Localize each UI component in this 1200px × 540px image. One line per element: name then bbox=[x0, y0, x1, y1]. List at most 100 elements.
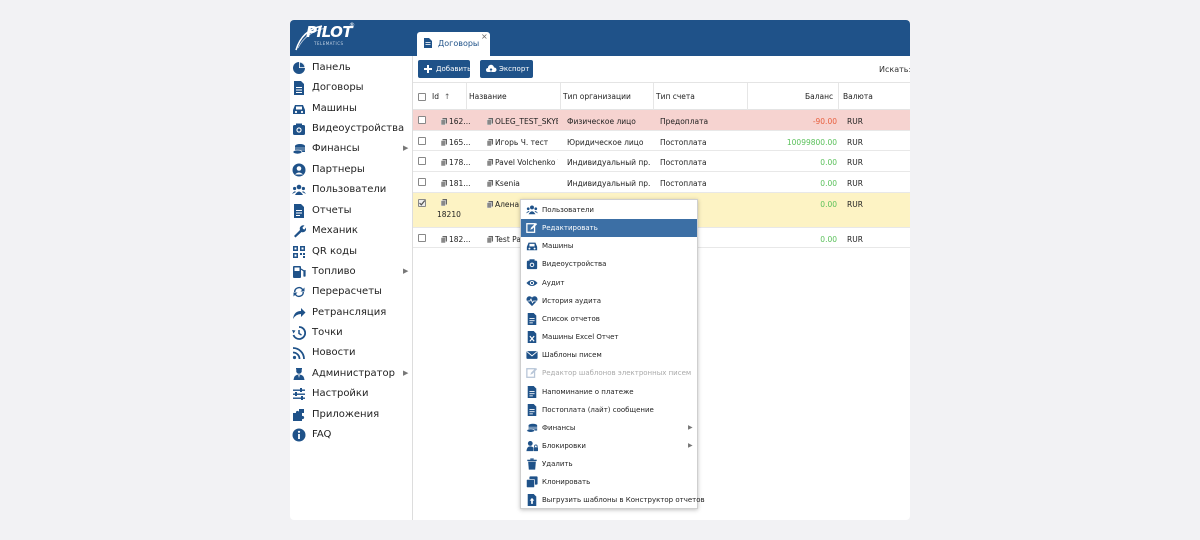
sidebar-item-12[interactable]: Ретрансляция bbox=[290, 304, 413, 324]
sidebar-item-8[interactable]: Механик bbox=[290, 222, 413, 242]
row-checkbox[interactable] bbox=[418, 157, 426, 165]
context-menu-label: Видеоустройства bbox=[542, 260, 607, 269]
copy-icon[interactable] bbox=[441, 199, 447, 206]
row-org-type: Индивидуальный пр... bbox=[567, 179, 650, 188]
context-menu-item-8[interactable]: Шаблоны писем bbox=[521, 346, 697, 364]
pie-chart-icon bbox=[293, 62, 305, 74]
sidebar-item-label: Перерасчеты bbox=[312, 286, 382, 297]
select-all-checkbox[interactable] bbox=[418, 93, 426, 101]
copy-icon[interactable] bbox=[487, 201, 493, 208]
row-checkbox[interactable] bbox=[418, 199, 426, 207]
sidebar-item-label: Новости bbox=[312, 347, 356, 358]
sidebar-item-9[interactable]: QR коды bbox=[290, 243, 413, 263]
context-menu-label: Машины bbox=[542, 242, 574, 251]
context-menu-item-5[interactable]: История аудита bbox=[521, 292, 697, 310]
puzzle-icon bbox=[293, 409, 305, 421]
sidebar-item-label: Машины bbox=[312, 103, 357, 114]
tab-contracts[interactable]: Договоры × bbox=[417, 32, 490, 56]
row-checkbox[interactable] bbox=[418, 137, 426, 145]
add-button-label: Добавить bbox=[436, 65, 472, 73]
sidebar-item-label: Договоры bbox=[312, 82, 364, 93]
share-arrow-icon bbox=[293, 308, 306, 319]
context-menu-item-15[interactable]: Клонировать bbox=[521, 473, 697, 491]
copy-icon[interactable] bbox=[441, 159, 447, 166]
sidebar-item-1[interactable]: Договоры bbox=[290, 79, 413, 99]
sidebar-item-label: Администратор bbox=[312, 368, 395, 379]
sidebar-item-15[interactable]: Администратор ▶ bbox=[290, 365, 413, 385]
context-menu-item-6[interactable]: Список отчетов bbox=[521, 310, 697, 328]
row-name: Игорь Ч. тест bbox=[495, 138, 549, 147]
column-header-id[interactable]: Id bbox=[432, 92, 439, 101]
table-row[interactable]: 178... Pavel Volchenko T... Индивидуальный… bbox=[413, 151, 910, 172]
row-org-type: Физическое лицо bbox=[567, 117, 636, 126]
table-row[interactable]: 162... OLEG_TEST_SKYEL Физическое лицо Пред… bbox=[413, 110, 910, 131]
row-balance: 0.00 bbox=[820, 179, 837, 188]
sidebar-item-0[interactable]: Панель bbox=[290, 59, 413, 79]
rss-icon bbox=[292, 347, 305, 360]
copy-icon[interactable] bbox=[487, 180, 493, 187]
copy-icon[interactable] bbox=[487, 139, 493, 146]
sidebar-item-label: Отчеты bbox=[312, 205, 352, 216]
table-header: Id ↑ Название Тип организации Тип счета … bbox=[413, 82, 910, 110]
sidebar-item-16[interactable]: Настройки bbox=[290, 385, 413, 405]
tab-close-icon[interactable]: × bbox=[481, 32, 488, 41]
copy-icon[interactable] bbox=[441, 139, 447, 146]
context-menu-item-2[interactable]: Машины bbox=[521, 237, 697, 255]
context-menu-item-11[interactable]: Постоплата (лайт) сообщение bbox=[521, 401, 697, 419]
context-menu-label: Список отчетов bbox=[542, 314, 600, 323]
column-header-org-type[interactable]: Тип организации bbox=[563, 92, 631, 101]
sidebar-item-14[interactable]: Новости bbox=[290, 344, 413, 364]
sidebar-item-6[interactable]: Пользователи bbox=[290, 181, 413, 201]
sidebar-item-2[interactable]: Машины bbox=[290, 100, 413, 120]
context-menu-label: Клонировать bbox=[542, 478, 591, 487]
context-menu-item-7[interactable]: Машины Excel Отчет bbox=[521, 328, 697, 346]
sidebar-item-label: Панель bbox=[312, 62, 351, 73]
logo-subtitle: TELEMATICS bbox=[314, 41, 344, 46]
copy-icon[interactable] bbox=[441, 236, 447, 243]
sidebar-item-17[interactable]: Приложения bbox=[290, 406, 413, 426]
copy-icon[interactable] bbox=[441, 118, 447, 125]
column-header-balance[interactable]: Баланс bbox=[805, 92, 834, 101]
context-menu-item-0[interactable]: Пользователи bbox=[521, 201, 697, 219]
sidebar-item-10[interactable]: Топливо ▶ bbox=[290, 263, 413, 283]
column-divider bbox=[653, 83, 654, 110]
sort-ascending-icon[interactable]: ↑ bbox=[444, 92, 451, 101]
context-menu-label: Аудит bbox=[542, 278, 565, 287]
sidebar-item-7[interactable]: Отчеты bbox=[290, 202, 413, 222]
copy-icon[interactable] bbox=[441, 180, 447, 187]
sidebar-item-5[interactable]: Партнеры bbox=[290, 161, 413, 181]
copy-icon[interactable] bbox=[487, 159, 493, 166]
context-menu-item-16[interactable]: Выгрузить шаблоны в Конструктор отчетов bbox=[521, 491, 705, 509]
column-header-currency[interactable]: Валюта bbox=[843, 92, 873, 101]
context-menu-item-13[interactable]: Блокировки ▶ bbox=[521, 437, 697, 455]
sidebar-item-11[interactable]: Перерасчеты bbox=[290, 283, 413, 303]
camera-icon bbox=[293, 123, 305, 135]
pilot-logo[interactable]: PILOT TELEMATICS ® bbox=[292, 22, 355, 52]
context-menu-item-10[interactable]: Напоминание о платеже bbox=[521, 383, 697, 401]
column-header-account-type[interactable]: Тип счета bbox=[656, 92, 695, 101]
row-currency: RUR bbox=[847, 117, 863, 126]
history-icon bbox=[292, 326, 306, 340]
add-button[interactable]: Добавить bbox=[418, 60, 472, 78]
context-menu-item-4[interactable]: Аудит bbox=[521, 274, 697, 292]
copy-icon[interactable] bbox=[487, 236, 493, 243]
row-checkbox[interactable] bbox=[418, 116, 426, 124]
sidebar-item-3[interactable]: Видеоустройства bbox=[290, 120, 413, 140]
context-menu-item-1[interactable]: Редактировать bbox=[521, 219, 697, 238]
table-row[interactable]: 181... Ksenia Индивидуальный пр... Постопла… bbox=[413, 172, 910, 193]
row-checkbox[interactable] bbox=[418, 178, 426, 186]
row-name: OLEG_TEST_SKYEL bbox=[495, 117, 558, 126]
copy-icon[interactable] bbox=[487, 118, 493, 125]
sidebar-item-4[interactable]: Финансы ▶ bbox=[290, 140, 413, 160]
row-balance: 10099800.00 bbox=[786, 138, 837, 147]
sidebar-item-13[interactable]: Точки bbox=[290, 324, 413, 344]
excel-file-icon bbox=[527, 331, 537, 344]
export-button[interactable]: Экспорт bbox=[480, 60, 533, 78]
context-menu-item-14[interactable]: Удалить bbox=[521, 455, 697, 473]
row-checkbox[interactable] bbox=[418, 234, 426, 242]
context-menu-item-3[interactable]: Видеоустройства bbox=[521, 255, 697, 273]
context-menu-item-12[interactable]: Финансы ▶ bbox=[521, 419, 697, 437]
table-row[interactable]: 165... Игорь Ч. тест Юридическое лицо Посто… bbox=[413, 131, 910, 151]
column-header-name[interactable]: Название bbox=[469, 92, 507, 101]
sidebar-item-18[interactable]: FAQ bbox=[290, 426, 413, 446]
